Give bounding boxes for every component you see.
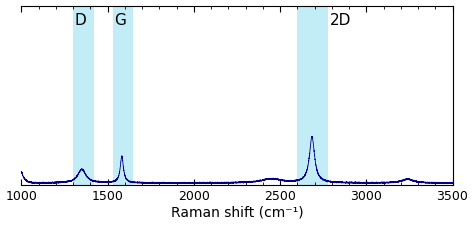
Text: G: G xyxy=(114,13,126,28)
X-axis label: Raman shift (cm⁻¹): Raman shift (cm⁻¹) xyxy=(171,205,303,219)
Text: D: D xyxy=(74,13,86,28)
Bar xyxy=(113,6,133,185)
Text: 2D: 2D xyxy=(330,13,351,28)
Bar xyxy=(73,6,94,185)
Bar xyxy=(297,6,328,185)
